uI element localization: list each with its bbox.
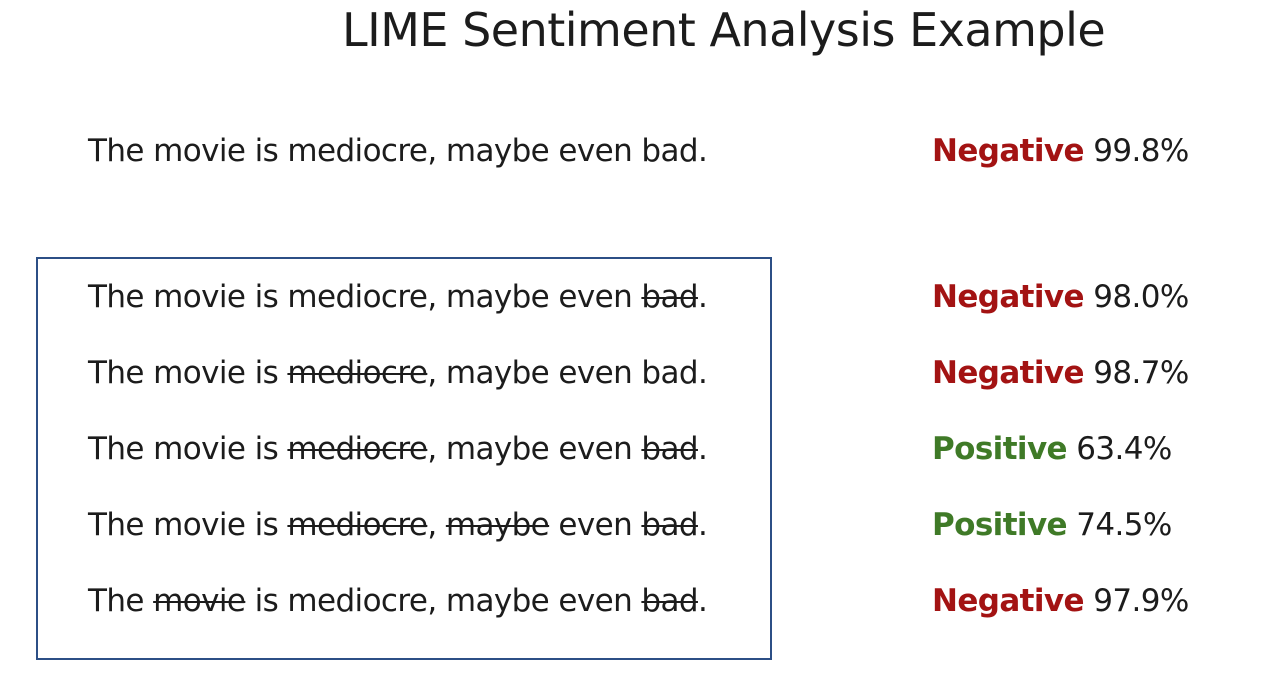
sentence-token: mediocre (287, 133, 428, 169)
sentence-token: movie (153, 133, 246, 169)
sentence-token: The (88, 431, 144, 467)
sentence-token (144, 279, 153, 315)
confidence-value: 98.0% (1093, 279, 1189, 315)
perturbed-sentence: The movie is mediocre, maybe even bad. (88, 429, 708, 469)
sentence-token: maybe (445, 431, 550, 467)
sentence-token (144, 133, 153, 169)
sentiment-label: Negative (932, 279, 1085, 315)
sentence-token: even (549, 507, 642, 543)
sentence-token: is (245, 133, 288, 169)
sentence-token: mediocre (287, 583, 428, 619)
sentiment-label: Negative (932, 583, 1085, 619)
sentence-token (144, 583, 153, 619)
confidence-value: 99.8% (1093, 133, 1189, 169)
removed-word: bad (641, 583, 698, 619)
sentence-token: movie (153, 279, 246, 315)
sentence-token: even (549, 431, 642, 467)
sentence-token: is (245, 507, 288, 543)
sentence-token: even (549, 583, 642, 619)
perturbed-prediction: Negative 98.0% (932, 277, 1189, 317)
sentiment-label: Negative (932, 133, 1085, 169)
perturbations-box (36, 257, 772, 660)
sentence-token: is (245, 431, 288, 467)
sentence-token: . (697, 355, 708, 391)
perturbed-prediction: Positive 63.4% (932, 429, 1172, 469)
sentence-token: even (549, 279, 642, 315)
removed-word: mediocre (287, 431, 428, 467)
sentence-token: movie (153, 355, 246, 391)
removed-word: bad (641, 507, 698, 543)
sentence-token: maybe (445, 279, 550, 315)
sentence-token: bad (641, 355, 698, 391)
sentence-token: even (549, 133, 642, 169)
perturbed-sentence: The movie is mediocre, maybe even bad. (88, 581, 708, 621)
sentiment-label: Positive (932, 507, 1068, 543)
confidence-value: 63.4% (1076, 431, 1172, 467)
removed-word: mediocre (287, 507, 428, 543)
sentence-token: , (427, 355, 446, 391)
sentence-token: maybe (445, 583, 550, 619)
sentence-token: movie (153, 431, 246, 467)
sentence-token: bad (641, 133, 698, 169)
sentence-token: The (88, 583, 144, 619)
perturbed-prediction: Negative 98.7% (932, 353, 1189, 393)
perturbed-sentence: The movie is mediocre, maybe even bad. (88, 505, 708, 545)
removed-word: movie (153, 583, 246, 619)
sentence-token: The (88, 507, 144, 543)
perturbed-sentence: The movie is mediocre, maybe even bad. (88, 277, 708, 317)
sentence-token: . (697, 507, 708, 543)
removed-word: maybe (445, 507, 550, 543)
sentence-token (144, 431, 153, 467)
confidence-value: 97.9% (1093, 583, 1189, 619)
original-prediction: Negative 99.8% (932, 131, 1189, 171)
sentence-token: The (88, 279, 144, 315)
sentence-token: , (427, 583, 446, 619)
sentence-token: . (697, 133, 708, 169)
confidence-value: 74.5% (1076, 507, 1172, 543)
sentence-token: maybe (445, 133, 550, 169)
original-sentence: The movie is mediocre, maybe even bad. (88, 131, 708, 171)
sentence-token: , (427, 279, 446, 315)
sentence-token: mediocre (287, 279, 428, 315)
sentence-token: even (549, 355, 642, 391)
sentence-token: is (245, 355, 288, 391)
sentence-token (144, 355, 153, 391)
sentence-token: , (427, 431, 446, 467)
page-title: LIME Sentiment Analysis Example (342, 3, 1106, 57)
sentence-token: . (697, 431, 708, 467)
sentence-token: The (88, 355, 144, 391)
sentence-token: , (427, 133, 446, 169)
sentence-token: The (88, 133, 144, 169)
sentence-token: movie (153, 507, 246, 543)
sentence-token: is (245, 279, 288, 315)
sentence-token (144, 507, 153, 543)
perturbed-sentence: The movie is mediocre, maybe even bad. (88, 353, 708, 393)
confidence-value: 98.7% (1093, 355, 1189, 391)
sentence-token: is (245, 583, 288, 619)
perturbed-prediction: Negative 97.9% (932, 581, 1189, 621)
sentence-token: maybe (445, 355, 550, 391)
sentiment-label: Positive (932, 431, 1068, 467)
sentence-token: . (697, 279, 708, 315)
removed-word: bad (641, 279, 698, 315)
sentence-token: . (697, 583, 708, 619)
perturbed-prediction: Positive 74.5% (932, 505, 1172, 545)
sentiment-label: Negative (932, 355, 1085, 391)
removed-word: mediocre (287, 355, 428, 391)
removed-word: bad (641, 431, 698, 467)
sentence-token: , (427, 507, 446, 543)
